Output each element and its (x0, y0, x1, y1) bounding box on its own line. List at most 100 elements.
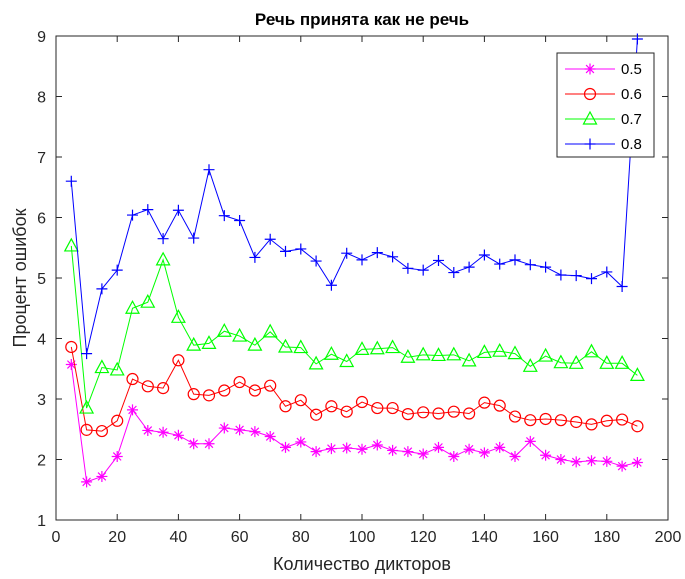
data-point (570, 415, 583, 429)
data-point (492, 342, 508, 357)
y-tick-label: 9 (37, 29, 46, 46)
y-tick-label: 2 (37, 453, 46, 470)
data-point (218, 384, 231, 397)
data-point (187, 388, 200, 401)
data-point (172, 354, 185, 367)
data-point (127, 404, 138, 416)
data-point (81, 348, 93, 360)
data-point (81, 476, 93, 488)
data-point (446, 346, 462, 361)
data-point (583, 343, 600, 358)
data-point (417, 264, 429, 276)
data-point (203, 438, 215, 450)
x-tick-label: 120 (410, 529, 437, 546)
data-point (631, 33, 643, 45)
data-point (586, 273, 597, 285)
data-point (203, 164, 215, 176)
data-point (141, 380, 154, 393)
data-point (631, 420, 644, 433)
legend-marker (584, 63, 596, 75)
series-line (70, 245, 638, 409)
data-point (111, 450, 123, 462)
data-point (386, 401, 399, 415)
series-layer (63, 33, 645, 488)
data-point (295, 243, 307, 255)
y-tick-label: 4 (37, 332, 46, 349)
data-point (538, 347, 554, 362)
data-point (264, 431, 276, 443)
data-point (247, 336, 263, 351)
data-point (186, 336, 202, 351)
data-point (65, 340, 78, 354)
data-point (616, 460, 628, 472)
data-point (325, 400, 338, 413)
data-point (463, 407, 476, 420)
y-axis-label: Процент ошибок (10, 208, 30, 347)
data-point (188, 438, 200, 450)
legend-marker (584, 138, 596, 150)
data-point (232, 327, 248, 342)
data-point (188, 232, 200, 244)
data-point (109, 361, 125, 376)
data-point (599, 355, 615, 369)
data-point (447, 405, 460, 418)
legend-label: 0.6 (621, 86, 642, 103)
data-point (600, 414, 613, 427)
data-point (279, 400, 292, 413)
data-point (310, 408, 323, 421)
data-point (95, 424, 109, 438)
data-point (554, 414, 568, 427)
x-tick-label: 140 (471, 529, 498, 546)
data-point (417, 406, 430, 419)
data-point (249, 251, 261, 263)
data-point (540, 449, 552, 461)
x-tick-label: 80 (292, 529, 310, 546)
data-point (172, 204, 184, 216)
data-point (387, 251, 399, 263)
data-point (614, 355, 630, 369)
data-point (218, 210, 230, 222)
data-point (570, 456, 582, 468)
data-point (540, 261, 552, 273)
data-point (508, 410, 522, 423)
data-point (401, 408, 414, 421)
data-point (201, 335, 217, 349)
data-point (293, 339, 309, 354)
legend-item: 0.6 (565, 86, 642, 103)
legend-marker (582, 110, 598, 125)
data-point (417, 448, 429, 460)
x-tick-label: 0 (52, 529, 61, 546)
data-point (127, 209, 138, 221)
data-point (248, 384, 261, 397)
data-point (157, 382, 170, 395)
data-point (218, 422, 230, 434)
series-0.6 (65, 340, 644, 438)
data-point (522, 358, 538, 372)
data-point (463, 443, 475, 455)
data-point (124, 299, 141, 314)
data-point (553, 354, 569, 369)
data-point (264, 379, 277, 392)
chart-title: Речь принята как не речь (255, 10, 469, 29)
data-point (461, 352, 477, 367)
data-point (387, 444, 399, 456)
data-point (433, 254, 444, 266)
data-point (142, 204, 154, 216)
data-point (280, 245, 291, 257)
legend-item: 0.7 (565, 110, 642, 128)
data-point (476, 344, 492, 359)
data-point (356, 443, 368, 455)
data-point (341, 442, 353, 454)
legend-marker (583, 87, 597, 101)
data-point (585, 418, 598, 431)
data-point (111, 414, 124, 427)
data-point (111, 264, 123, 276)
data-point (79, 399, 95, 414)
data-point (96, 283, 108, 295)
data-point (262, 323, 278, 338)
data-point (448, 450, 460, 462)
data-point (63, 237, 79, 252)
legend-label: 0.7 (621, 111, 642, 128)
data-point (507, 345, 523, 360)
